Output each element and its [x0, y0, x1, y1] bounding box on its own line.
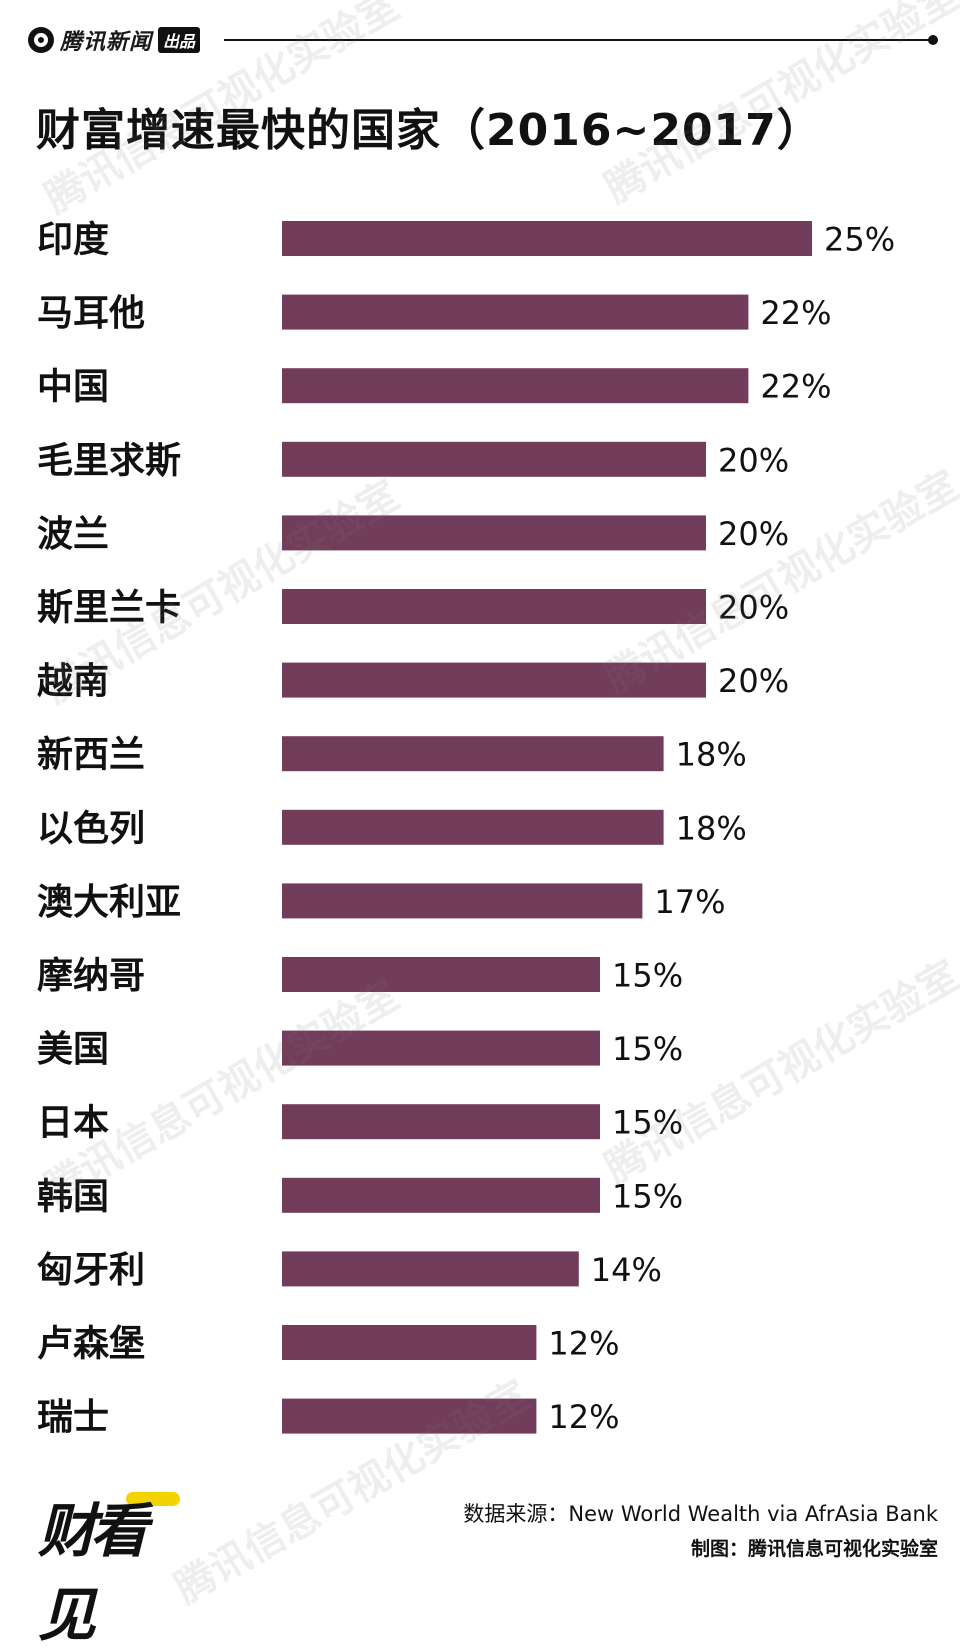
category-label: 中国: [37, 367, 109, 408]
value-label: 14%: [591, 1251, 662, 1289]
bar: [282, 1325, 537, 1360]
bar: [282, 515, 706, 551]
value-label: 15%: [612, 1030, 683, 1068]
value-label: 12%: [548, 1398, 619, 1436]
category-label: 以色列: [37, 808, 145, 849]
bar: [282, 1251, 579, 1287]
category-label: 新西兰: [37, 735, 145, 776]
bar: [282, 441, 706, 477]
bar: [282, 1177, 600, 1213]
bar: [282, 221, 812, 256]
value-label: 20%: [718, 515, 789, 553]
header-divider: [224, 39, 932, 41]
category-label: 波兰: [37, 514, 109, 555]
header-dot: [928, 35, 938, 45]
bar: [282, 736, 664, 772]
category-label: 越南: [37, 661, 109, 702]
bar: [282, 1104, 600, 1140]
value-label: 25%: [824, 221, 895, 259]
brand-logo-icon: [28, 27, 54, 53]
bar-chart: 印度 25% 马耳他 22% 中国 22% 毛里求斯 20% 波兰 20% 斯里兰卡 20% 越南 20%…: [37, 220, 895, 1439]
category-label: 印度: [37, 220, 109, 261]
value-label: 20%: [718, 589, 789, 627]
brand[interactable]: 腾讯新闻 出品: [28, 24, 201, 56]
value-label: 18%: [676, 809, 747, 847]
brand-name: 腾讯新闻: [60, 30, 153, 55]
bar: [282, 1398, 537, 1434]
category-label: 瑞士: [37, 1397, 109, 1438]
chart-credit: 制图：腾讯信息可视化实验室: [690, 1538, 938, 1560]
category-label: 美国: [37, 1029, 109, 1070]
chart-title: 财富增速最快的国家（2016~2017）: [36, 105, 822, 156]
category-label: 澳大利亚: [37, 882, 181, 923]
bar: [282, 883, 643, 919]
category-label: 斯里兰卡: [37, 588, 181, 629]
brand-tag: 出品: [158, 27, 201, 53]
bar: [282, 368, 749, 404]
value-label: 15%: [612, 1104, 683, 1142]
bar: [282, 957, 600, 992]
value-label: 22%: [760, 294, 831, 332]
bar: [282, 1030, 600, 1066]
value-label: 20%: [718, 441, 789, 479]
category-label: 韩国: [37, 1176, 109, 1217]
value-label: 15%: [612, 1177, 683, 1215]
value-label: 12%: [548, 1325, 619, 1363]
header: 腾讯新闻 出品: [28, 22, 950, 58]
category-label: 日本: [37, 1103, 109, 1144]
value-label: 22%: [760, 368, 831, 406]
bar: [282, 809, 664, 845]
value-label: 17%: [654, 883, 725, 921]
category-label: 马耳他: [37, 293, 145, 334]
bar: [282, 294, 749, 330]
category-label: 匈牙利: [37, 1250, 145, 1291]
category-label: 摩纳哥: [37, 956, 145, 997]
footer-logo: 财看见: [38, 1482, 188, 1649]
bar: [282, 662, 706, 698]
bar: [282, 589, 706, 624]
logo-text: 财看见: [38, 1497, 148, 1649]
value-label: 18%: [676, 736, 747, 774]
value-label: 20%: [718, 662, 789, 700]
category-label: 毛里求斯: [37, 440, 181, 481]
data-source: 数据来源：New World Wealth via AfrAsia Bank: [463, 1502, 938, 1526]
value-label: 15%: [612, 957, 683, 995]
logo-badge: [126, 1492, 180, 1506]
category-label: 卢森堡: [37, 1324, 145, 1365]
